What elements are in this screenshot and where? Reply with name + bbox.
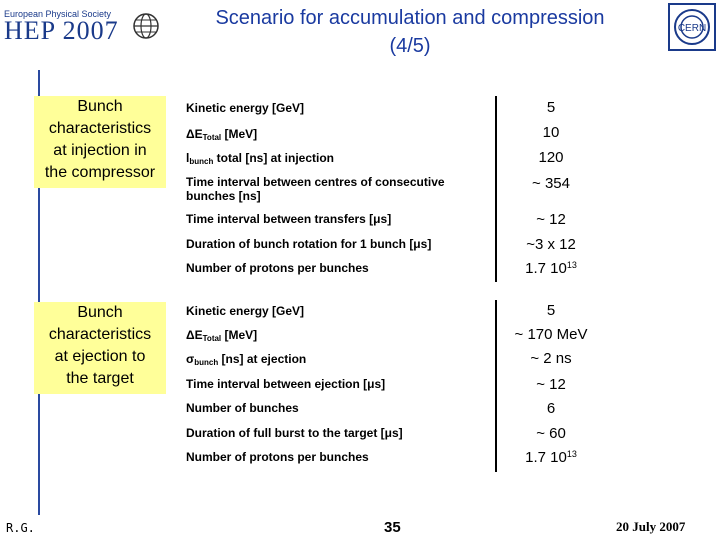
globe-icon (133, 13, 159, 39)
hep-logo: HEP 2007 (4, 16, 119, 45)
s2-value-bunches: 6 (546, 400, 556, 417)
s1-value-protons: 1.7 1013 (525, 260, 577, 277)
footer-author: R.G. (6, 521, 35, 535)
s1-label-protons: Number of protons per bunches (186, 261, 369, 275)
s2-value-interval-ejection: ~ 12 (536, 376, 566, 393)
s1-value-interval-transfers: ~ 12 (536, 211, 566, 228)
s2-value-kinetic: 5 (546, 302, 556, 319)
s1-label-rotation: Duration of bunch rotation for 1 bunch [… (186, 237, 432, 251)
s1-label-delta-e: ΔETotal [MeV] (186, 127, 258, 142)
s2-label-interval-ejection: Time interval between ejection [μs] (186, 377, 386, 391)
s2-value-delta-e: ~ 170 MeV (514, 326, 588, 343)
s1-label-kinetic: Kinetic energy [GeV] (186, 101, 305, 115)
s2-label-bunches: Number of bunches (186, 401, 299, 415)
left-rule (38, 70, 40, 515)
section1-separator (495, 96, 497, 282)
s2-value-protons: 1.7 1013 (525, 449, 577, 466)
s1-value-lbunch: 120 (538, 149, 564, 166)
footer-date: 20 July 2007 (616, 519, 686, 534)
s1-value-kinetic: 5 (546, 99, 556, 116)
cern-logo-icon: CERN (668, 3, 716, 51)
s2-label-delta-e: ΔETotal [MeV] (186, 328, 258, 343)
eps-logo-text: European Physical Society (4, 9, 112, 19)
section1-heading: Bunch characteristics at injection in th… (34, 96, 166, 188)
page-title: Scenario for accumulation and compressio… (215, 7, 605, 57)
section2-separator (495, 300, 497, 472)
s1-label-lbunch: lbunch total [ns] at injection (186, 151, 335, 166)
s1-value-interval-centres: ~ 354 (532, 175, 570, 192)
page-number: 35 (384, 519, 401, 536)
s2-label-sigma-bunch: σbunch [ns] at ejection (186, 352, 307, 367)
s1-value-rotation: ~3 x 12 (526, 236, 576, 253)
s2-value-sigma-bunch: ~ 2 ns (530, 350, 572, 367)
svg-text:CERN: CERN (678, 23, 706, 34)
section2-heading: Bunch characteristics at ejection to the… (34, 302, 166, 394)
s2-label-kinetic: Kinetic energy [GeV] (186, 304, 305, 318)
s2-label-protons: Number of protons per bunches (186, 450, 369, 464)
s1-label-interval-transfers: Time interval between transfers [μs] (186, 212, 392, 226)
s1-value-delta-e: 10 (542, 124, 560, 141)
s2-value-burst: ~ 60 (536, 425, 566, 442)
s1-label-interval-centres: Time interval between centres of consecu… (186, 175, 445, 203)
s2-label-burst: Duration of full burst to the target [μs… (186, 426, 403, 440)
